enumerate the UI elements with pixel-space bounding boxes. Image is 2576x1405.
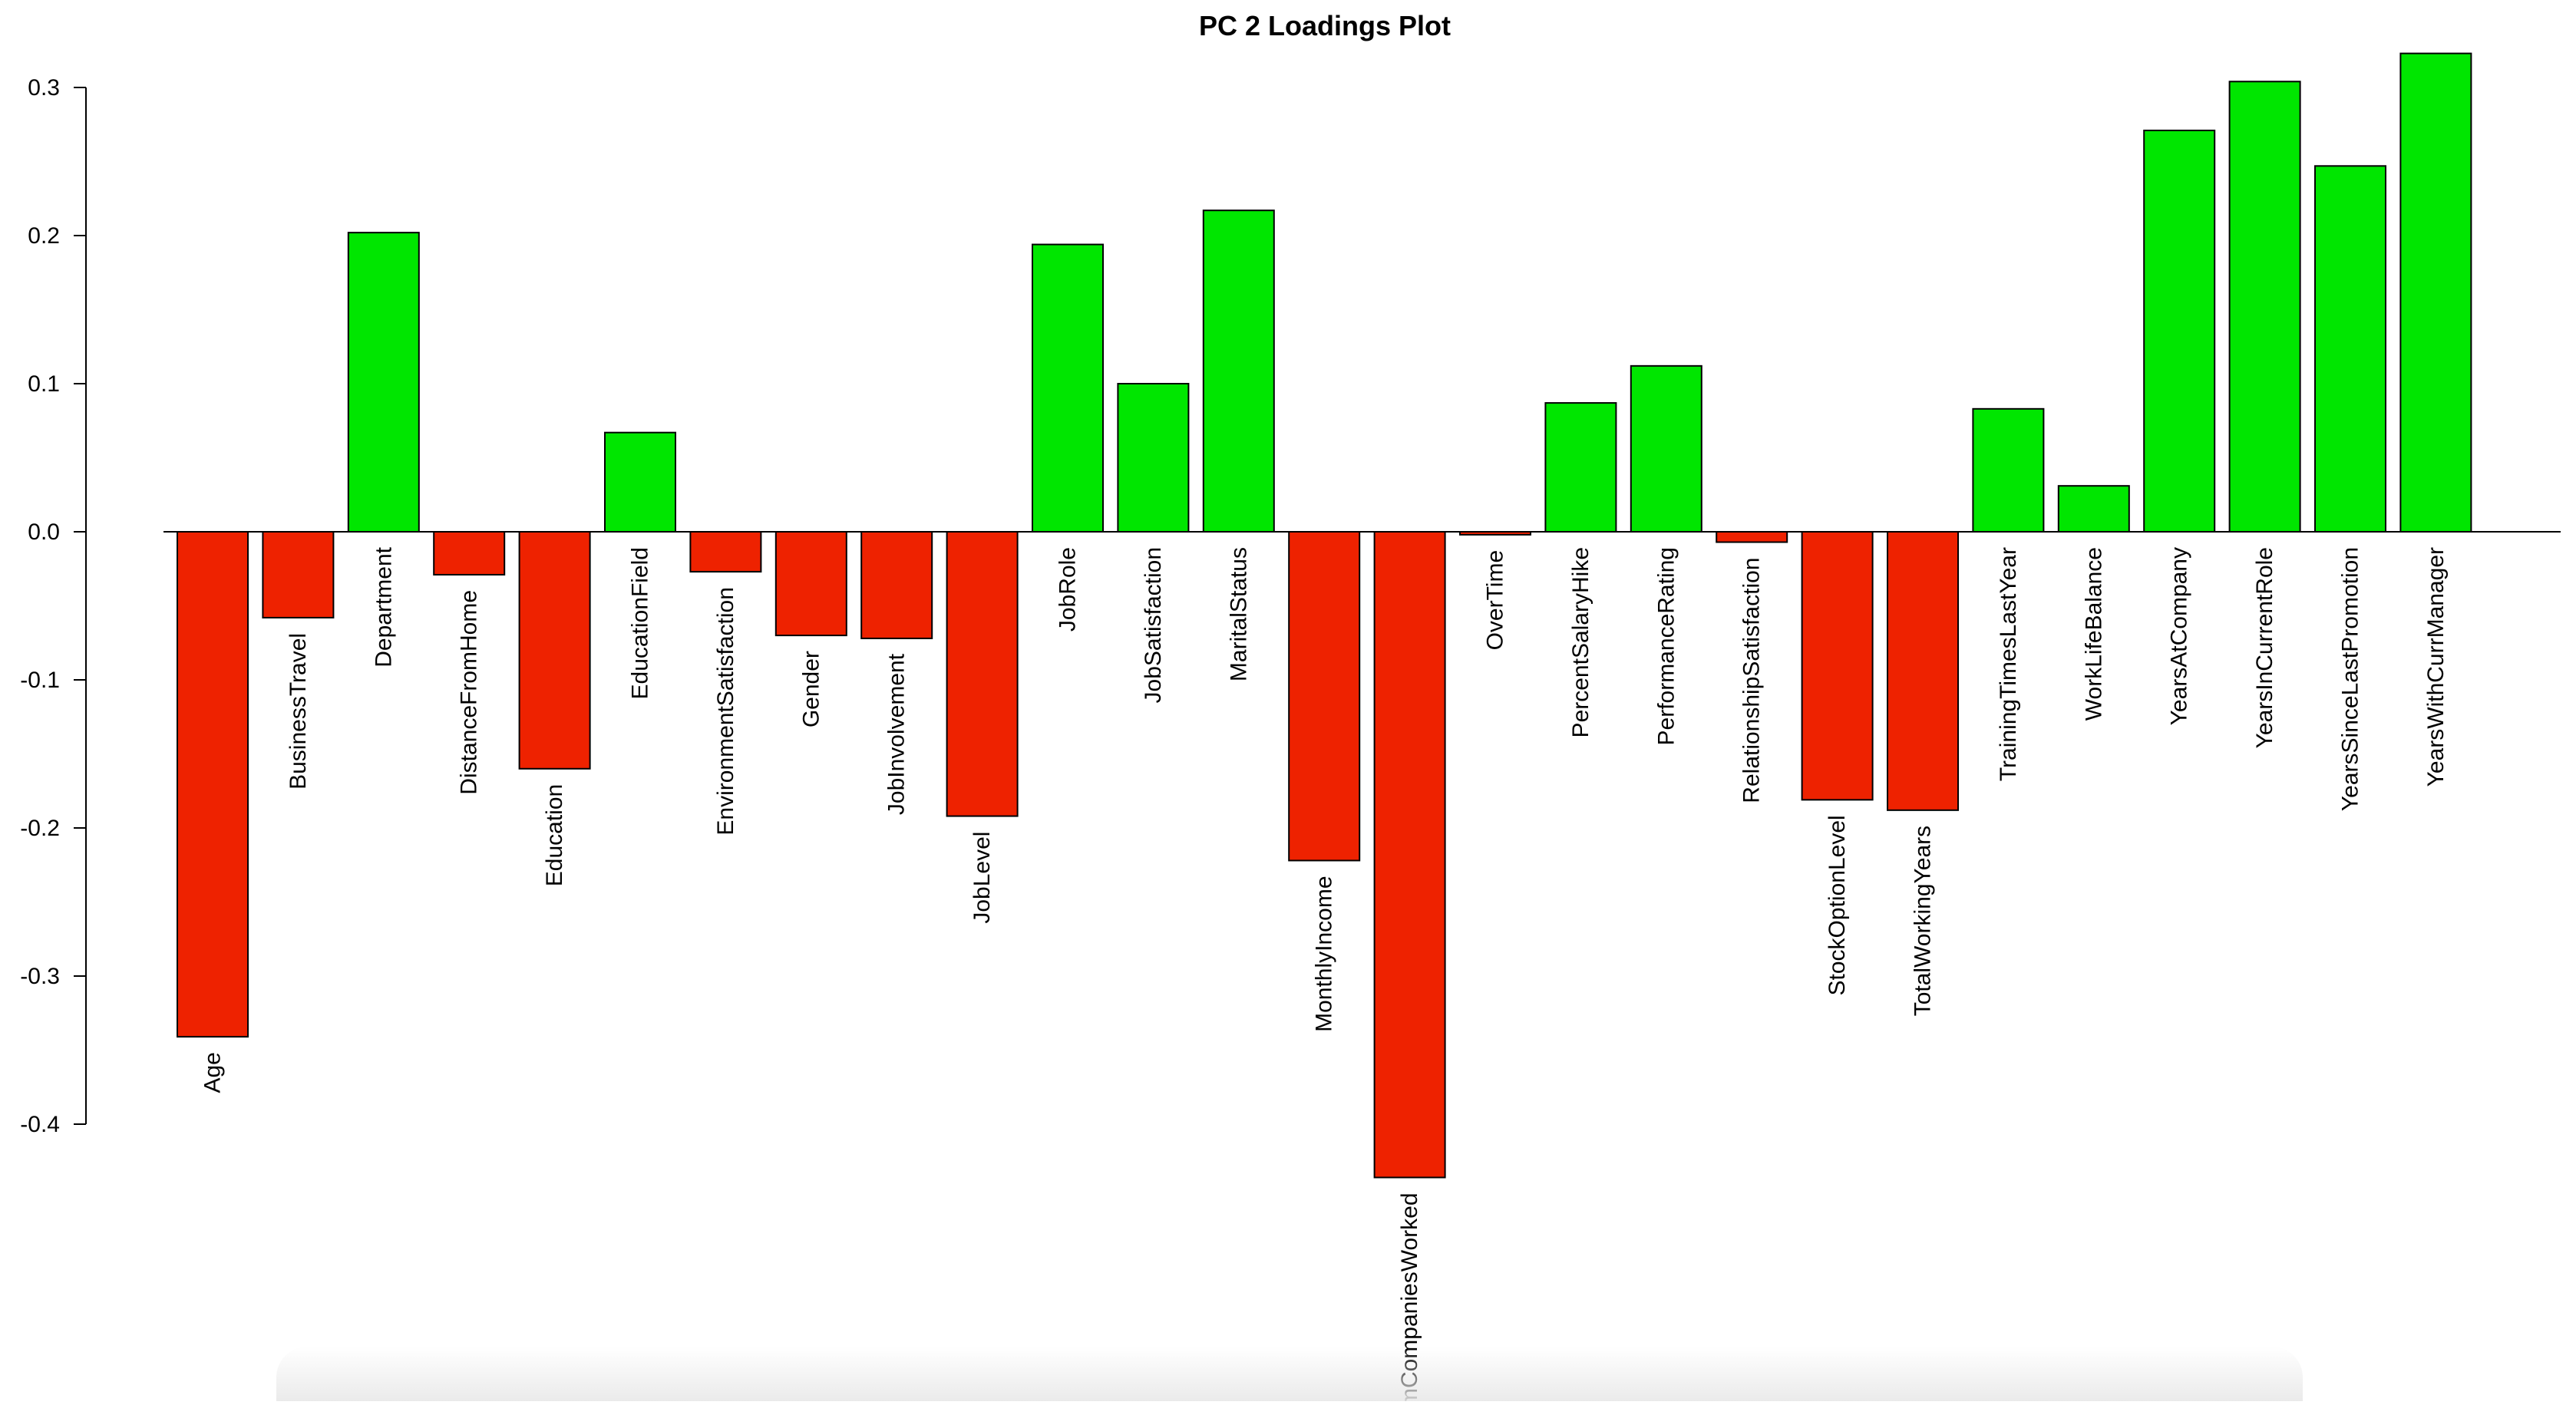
bar-education: [518, 531, 591, 770]
category-label: OverTime: [1483, 550, 1508, 651]
category-label: Gender: [798, 651, 824, 727]
bars-group: [177, 52, 2472, 1179]
bar-joblevel: [946, 531, 1019, 817]
category-label: TotalWorkingYears: [1911, 826, 1936, 1016]
bar-yearssincelastpromotion: [2314, 165, 2386, 533]
category-label: EducationField: [628, 547, 653, 699]
y-tick-label: -0.3: [20, 964, 60, 989]
bar-jobsatisfaction: [1117, 383, 1190, 533]
bar-performancerating: [1630, 364, 1702, 533]
category-label: JobInvolvement: [884, 653, 910, 815]
category-label: YearsSinceLastPromotion: [2338, 547, 2363, 811]
category-labels: Age BusinessTravel Department DistanceFromH…: [200, 546, 2449, 1405]
chart-title: PC 2 Loadings Plot: [1199, 10, 1451, 41]
bar-businesstravel: [262, 531, 335, 618]
bar-monthlyincome: [1288, 531, 1361, 862]
bar-totalworkingyears: [1887, 531, 1959, 811]
bar-percentsalaryhike: [1544, 402, 1617, 533]
category-label: Age: [200, 1052, 226, 1093]
category-label: StockOptionLevel: [1825, 815, 1850, 995]
y-tick-label: 0.3: [28, 75, 60, 101]
category-label: JobSatisfaction: [1141, 547, 1166, 703]
category-label: MonthlyIncome: [1312, 876, 1337, 1031]
category-label: TrainingTimesLastYear: [1996, 547, 2021, 781]
category-label: Education: [542, 784, 567, 886]
bar-relationshipsatisfaction: [1716, 531, 1788, 543]
category-label: JobRole: [1055, 547, 1081, 632]
category-label: YearsWithCurrManager: [2423, 547, 2449, 787]
category-label: PerformanceRating: [1653, 547, 1679, 745]
y-tick-label: -0.4: [20, 1112, 60, 1137]
y-tick-label: 0.2: [28, 223, 60, 249]
y-tick-label: -0.2: [20, 816, 60, 841]
bar-stockoptionlevel: [1801, 531, 1874, 801]
y-tick-label: 0.1: [28, 371, 60, 397]
category-label: DistanceFromHome: [457, 590, 482, 795]
category-label: WorkLifeBalance: [2081, 547, 2106, 721]
bar-educationfield: [604, 431, 676, 533]
category-label: Department: [371, 546, 396, 667]
category-label: YearsInCurrentRole: [2252, 547, 2277, 748]
bar-age: [177, 531, 249, 1038]
bar-environmentsatisfaction: [689, 531, 762, 573]
category-label: YearsAtCompany: [2167, 547, 2192, 725]
category-label: PercentSalaryHike: [1568, 547, 1593, 737]
bar-worklifebalance: [2057, 485, 2130, 533]
category-label: JobLevel: [969, 832, 995, 924]
bar-department: [347, 232, 420, 533]
bar-jobrole: [1032, 243, 1104, 533]
y-axis: 0.3 0.2 0.1 0.0 -0.1 -0.2 -0.3 -0.4: [20, 75, 87, 1137]
y-tick-label: 0.0: [28, 519, 60, 545]
bar-yearsincurrentrole: [2228, 81, 2301, 533]
category-label: RelationshipSatisfaction: [1739, 558, 1765, 803]
bar-distancefromhome: [433, 531, 506, 576]
category-label: BusinessTravel: [286, 633, 311, 790]
bar-maritalstatus: [1202, 209, 1275, 533]
bar-numcompaniesworked: [1373, 531, 1446, 1179]
bar-yearsatcompany: [2143, 129, 2216, 533]
bar-jobinvolvement: [860, 531, 933, 639]
y-tick-label: -0.1: [20, 668, 60, 693]
category-label: MaritalStatus: [1226, 547, 1251, 681]
bar-yearswithcurrmanager: [2399, 52, 2472, 533]
bar-trainingtimeslastyear: [1972, 407, 2045, 533]
category-label: EnvironmentSatisfaction: [713, 587, 738, 836]
bar-gender: [774, 531, 847, 637]
bottom-shadow: [276, 1347, 2303, 1401]
